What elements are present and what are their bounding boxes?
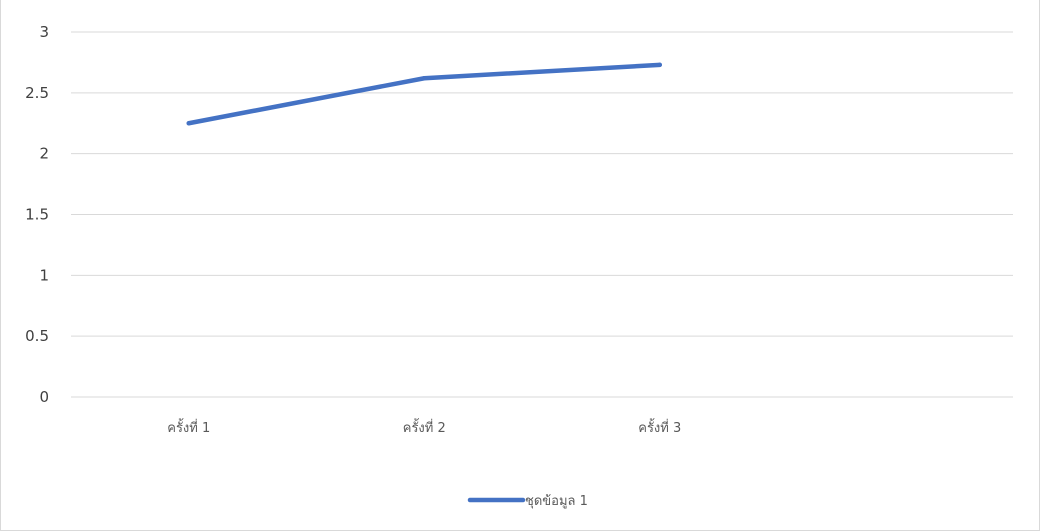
x-axis-ticks: ครั้งที่ 1 ครั้งที่ 2 ครั้งที่ 3 (167, 418, 681, 436)
x-tick-label: ครั้งที่ 2 (403, 418, 446, 436)
legend: ชุดข้อมูล 1 (467, 494, 588, 509)
x-tick-label: ครั้งที่ 1 (167, 418, 210, 436)
y-tick-label: 0.5 (25, 327, 49, 345)
y-tick-label: 1 (39, 266, 49, 284)
legend-label: ชุดข้อมูล 1 (525, 494, 588, 509)
data-point (422, 76, 427, 81)
data-point (186, 121, 191, 126)
y-tick-label: 1.5 (25, 206, 49, 224)
y-axis-ticks: 0 0.5 1 1.5 2 2.5 3 (25, 23, 49, 406)
x-tick-label: ครั้งที่ 3 (638, 418, 681, 436)
gridlines (71, 31, 1013, 398)
y-tick-label: 2.5 (25, 84, 49, 102)
y-tick-label: 0 (39, 388, 49, 406)
data-point (657, 62, 662, 68)
y-tick-label: 3 (39, 23, 49, 41)
series-line-0 (186, 62, 662, 126)
y-tick-label: 2 (39, 145, 49, 163)
series-lines (186, 62, 662, 126)
